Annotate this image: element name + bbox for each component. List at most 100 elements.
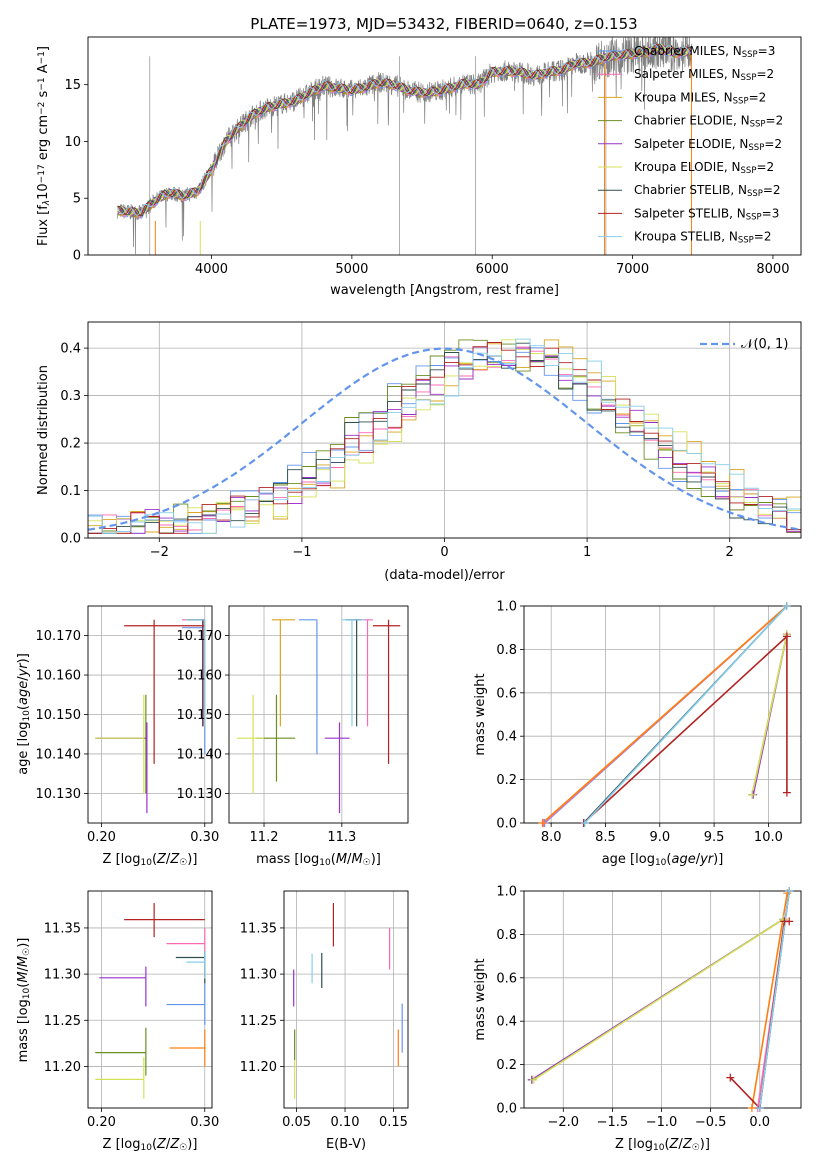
label-part: 10 — [22, 710, 32, 722]
model-spectrum — [117, 46, 692, 219]
label-part: / — [678, 1137, 683, 1152]
label-part: 10 — [22, 987, 32, 999]
label-part: Z — [169, 852, 180, 867]
legend-sub: SSP — [750, 120, 766, 130]
x-tick-label: −0.5 — [695, 1115, 727, 1130]
x-tick-label: 0.20 — [87, 830, 116, 845]
weight-line — [758, 891, 790, 1108]
y-tick-label: 0.2 — [496, 773, 517, 788]
panel-spectrum: 4000 5000 6000 7000 8000 0 5 10 15 wavelength [An… — [36, 36, 802, 298]
legend-sub: SSP — [746, 213, 762, 223]
y-tick-label: 11.20 — [44, 1060, 81, 1075]
weight-marker — [755, 1104, 764, 1112]
plot-area — [236, 619, 401, 814]
x-axis-label: Z [log10(Z/Z☉)] — [103, 1137, 198, 1153]
x-tick-label: 8.0 — [541, 830, 562, 845]
label-part: M — [351, 852, 362, 867]
label-part: age — [671, 852, 695, 867]
y-tick-label: 11.25 — [240, 1014, 277, 1029]
grid — [284, 891, 408, 1108]
y-tick-label: 10.160 — [36, 669, 82, 684]
label-part: mass [log — [16, 999, 31, 1062]
plot-area — [88, 338, 801, 538]
x-tick-label: 7000 — [616, 262, 649, 277]
plot-area — [531, 891, 790, 1108]
y-tick-label: 11.35 — [44, 921, 81, 936]
label-part: / — [166, 1137, 171, 1152]
legend-tail: =2 — [756, 160, 774, 174]
y-tick-label: 10.170 — [177, 629, 223, 644]
label-part: ] — [36, 46, 51, 51]
weight-marker — [747, 1104, 756, 1112]
x-tick-label: 8000 — [756, 262, 789, 277]
y-tick-label: 0.1 — [60, 484, 81, 499]
label-part: Z — [156, 852, 167, 867]
x-tick-label: 0.05 — [282, 1115, 311, 1130]
y-axis-label: mass weight — [473, 673, 488, 755]
model-spectrum — [117, 43, 692, 217]
weight-marker — [580, 819, 589, 827]
grid — [88, 891, 212, 1108]
grid — [524, 605, 801, 824]
label-part: )] — [713, 852, 723, 867]
y-axis-label: mass weight — [473, 958, 488, 1040]
axes-frame — [283, 890, 409, 1109]
label-part: λ — [42, 200, 52, 206]
x-tick-label: −1.5 — [597, 1115, 629, 1130]
legend-text: Salpeter MILES, N — [634, 67, 741, 81]
label-part: Z [log — [103, 1137, 141, 1152]
label-part: ( — [666, 852, 671, 867]
axes-frame — [87, 605, 213, 824]
axes-frame — [87, 36, 802, 256]
x-tick-label: 4000 — [195, 262, 228, 277]
weight-marker — [783, 889, 792, 898]
label-part: Z — [669, 1137, 680, 1152]
legend-tail: =2 — [756, 67, 774, 81]
legend-sub: SSP — [741, 166, 757, 176]
plot-area — [541, 606, 788, 823]
label-part: / — [16, 676, 31, 681]
x-tick-label: 0.30 — [190, 830, 219, 845]
weight-line — [751, 634, 788, 795]
y-tick-label: 10.140 — [36, 747, 82, 762]
plot-area — [117, 37, 693, 255]
x-axis-label: Z [log10(Z/Z☉)] — [615, 1137, 710, 1153]
label-part: 10 — [36, 183, 51, 200]
label-part: ( — [664, 1137, 669, 1152]
label-part: )] — [187, 1137, 197, 1152]
label-part: ( — [152, 1137, 157, 1152]
x-tick-label: 0.30 — [190, 1115, 219, 1130]
legend-label: Salpeter MILES, NSSP=2 — [634, 67, 774, 83]
y-tick-label: 10.140 — [177, 747, 223, 762]
x-tick-label: −1 — [292, 545, 311, 560]
model-spectrum — [117, 46, 692, 218]
residual-histogram — [88, 338, 801, 538]
label-part: ( — [331, 852, 336, 867]
label-part: Z [log — [615, 1137, 653, 1152]
y-tick-label: 0.2 — [60, 437, 81, 452]
axes-frame — [228, 605, 409, 824]
legend-sub: SSP — [742, 50, 758, 60]
y-tick-label: 11.30 — [240, 968, 277, 983]
x-tick-label: 0 — [440, 545, 448, 560]
y-axis-label: Normed distribution — [36, 365, 51, 495]
y-tick-label: 15 — [64, 78, 81, 93]
label-part: 10 — [140, 1143, 152, 1153]
y-axis-label: mass [log10(M/M☉)] — [16, 938, 32, 1063]
weight-marker — [529, 1075, 538, 1084]
label-part: ( — [16, 705, 31, 710]
y-tick-label: 10.150 — [177, 708, 223, 723]
label-part: A — [36, 64, 51, 77]
y-tick-label: 0.0 — [496, 817, 517, 832]
label-part: 10 — [655, 858, 667, 868]
legend-label: Kroupa MILES, NSSP=2 — [634, 90, 766, 106]
legend-sub: SSP — [741, 73, 757, 83]
weight-marker — [726, 1073, 735, 1082]
label-part: age — [16, 681, 31, 705]
legend-label: 𝒩(0, 1) — [741, 337, 788, 352]
y-tick-label: 0.8 — [496, 928, 517, 943]
legend-tail: =3 — [758, 44, 776, 58]
label-part: ☉ — [363, 858, 371, 868]
x-tick-label: 0.0 — [749, 1115, 770, 1130]
